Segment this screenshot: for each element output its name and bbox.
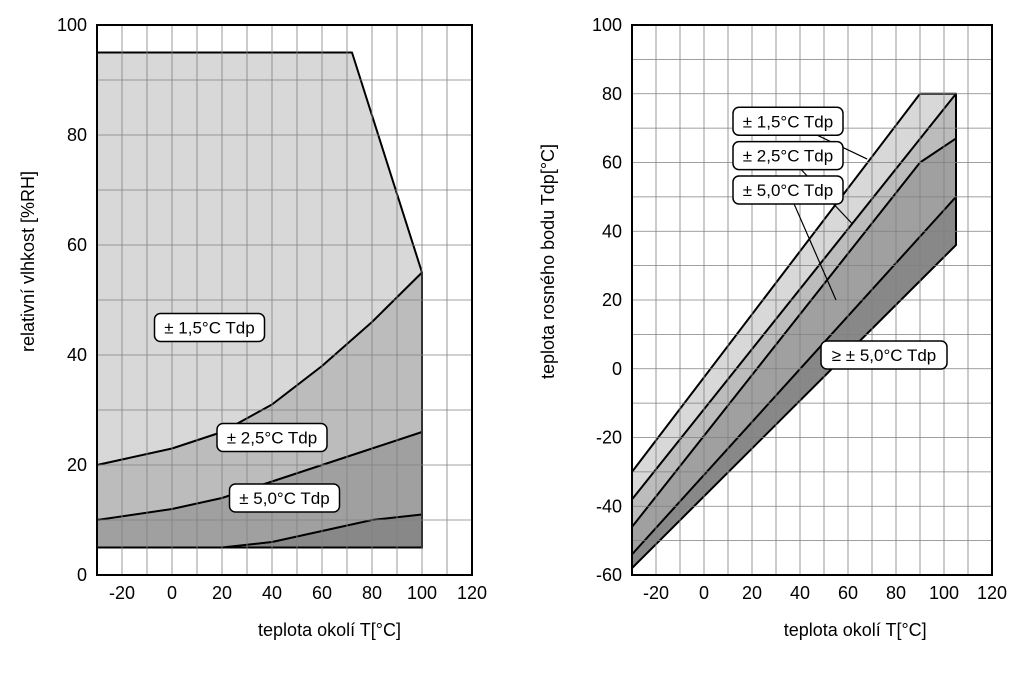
x-tick-label: 120	[977, 583, 1007, 603]
chart-label-text: ≥ ± 5,0°C Tdp	[832, 346, 937, 365]
y-tick-label: -20	[596, 428, 622, 448]
x-tick-label: 40	[262, 583, 282, 603]
x-tick-label: 120	[457, 583, 487, 603]
chart-label-text: ± 5,0°C Tdp	[743, 181, 833, 200]
x-tick-label: 0	[167, 583, 177, 603]
y-tick-label: 80	[67, 125, 87, 145]
y-tick-label: 0	[77, 565, 87, 585]
x-tick-label: 100	[929, 583, 959, 603]
y-tick-label: 60	[602, 153, 622, 173]
y-tick-label: 0	[612, 359, 622, 379]
x-tick-label: -20	[109, 583, 135, 603]
x-tick-label: 60	[312, 583, 332, 603]
y-axis-label: relativní vlhkost [%RH]	[18, 171, 38, 352]
y-tick-label: 20	[602, 290, 622, 310]
x-tick-label: 60	[838, 583, 858, 603]
y-tick-label: 100	[57, 15, 87, 35]
chart-label-text: ± 2,5°C Tdp	[743, 147, 833, 166]
x-tick-label: 20	[212, 583, 232, 603]
chart-label-text: ± 1,5°C Tdp	[743, 112, 833, 131]
y-tick-label: 80	[602, 84, 622, 104]
x-tick-label: 100	[407, 583, 437, 603]
y-tick-label: 100	[592, 15, 622, 35]
x-tick-label: 80	[886, 583, 906, 603]
y-tick-label: 40	[602, 221, 622, 241]
chart-humidity: -20 0 20 40 60 80 100 120 0 20 40 60 80 100 ± 1,5°C Td…	[12, 10, 492, 650]
chart-dewpoint: -20 0 20 40 60 80 100 120 -60 -40 -20 0 20 40 60 80 100 ±…	[532, 10, 1012, 650]
x-axis-label: teplota okolí T[°C]	[784, 620, 927, 640]
x-tick-label: 20	[742, 583, 762, 603]
y-tick-label: 20	[67, 455, 87, 475]
x-tick-label: 80	[362, 583, 382, 603]
chart-label-text: ± 5,0°C Tdp	[239, 489, 329, 508]
y-tick-label: -40	[596, 496, 622, 516]
y-tick-label: -60	[596, 565, 622, 585]
x-axis-label: teplota okolí T[°C]	[258, 620, 401, 640]
y-tick-label: 40	[67, 345, 87, 365]
y-axis-label: teplota rosného bodu Tdp[°C]	[538, 144, 558, 379]
x-tick-label: 40	[790, 583, 810, 603]
chart-label-text: ± 2,5°C Tdp	[227, 429, 317, 448]
chart-label-text: ± 1,5°C Tdp	[164, 319, 254, 338]
y-tick-label: 60	[67, 235, 87, 255]
x-tick-label: -20	[643, 583, 669, 603]
x-tick-label: 0	[699, 583, 709, 603]
